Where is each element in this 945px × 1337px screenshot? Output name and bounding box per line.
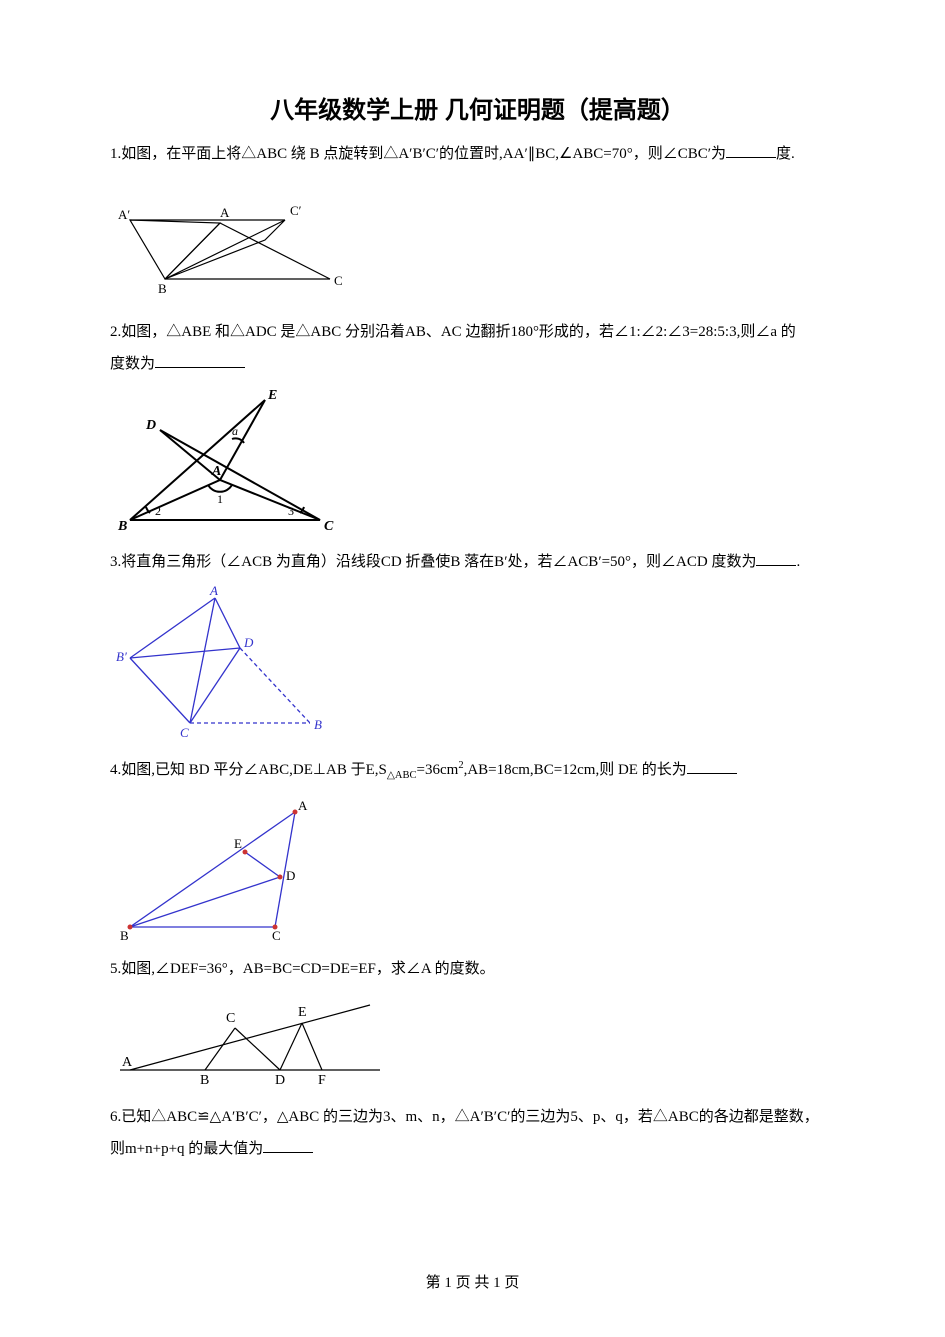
p3-text-pre: 3.将直角三角形（∠ACB 为直角）沿线段CD 折叠使B 落在B′处，若∠ACB… <box>110 554 756 570</box>
p6-text-line2: 则m+n+p+q 的最大值为 <box>110 1141 263 1157</box>
fig5-label-F: F <box>318 1073 326 1088</box>
fig4-label-D: D <box>286 868 295 883</box>
fig1-label-C: C <box>334 273 343 288</box>
p3-text-post: . <box>796 554 800 570</box>
fig4-label-C: C <box>272 928 281 942</box>
p6-text-line1: 6.已知△ABC≌△A′B′C′，△ABC 的三边为3、m、n，△A′B′C′的… <box>110 1109 819 1125</box>
p1-text-post: 度. <box>776 146 795 162</box>
p1-text-pre: 1.如图，在平面上将△ABC 绕 B 点旋转到△A′B′C′的位置时,AA′∥B… <box>110 146 726 162</box>
figure-1: C′ A′ A B C <box>110 175 845 305</box>
problem-4: 4.如图,已知 BD 平分∠ABC,DE⊥AB 于E,S△ABC=36cm2,A… <box>110 755 845 786</box>
problem-1: 1.如图，在平面上将△ABC 绕 B 点旋转到△A′B′C′的位置时,AA′∥B… <box>110 139 845 169</box>
p1-blank <box>726 144 776 159</box>
fig4-label-E: E <box>234 836 242 851</box>
fig2-label-D: D <box>145 418 156 433</box>
fig4-label-A: A <box>298 798 308 813</box>
p5-text: 5.如图,∠DEF=36°，AB=BC=CD=DE=EF，求∠A 的度数。 <box>110 961 495 977</box>
page-footer: 第 1 页 共 1 页 <box>0 1271 945 1292</box>
fig5-label-C: C <box>226 1011 235 1026</box>
fig1-label-Ap: A′ <box>118 207 130 222</box>
fig3-label-D: D <box>243 635 254 650</box>
fig2-label-C: C <box>324 519 334 534</box>
problem-5: 5.如图,∠DEF=36°，AB=BC=CD=DE=EF，求∠A 的度数。 <box>110 954 845 984</box>
fig2-label-A: A <box>211 464 221 479</box>
p6-blank <box>263 1139 313 1154</box>
p2-text-line2: 度数为 <box>110 356 155 372</box>
fig2-label-B: B <box>117 519 127 534</box>
p2-text-line1: 2.如图，△ABE 和△ADC 是△ABC 分别沿着AB、AC 边翻折180°形… <box>110 324 796 340</box>
fig1-label-B: B <box>158 281 167 296</box>
problem-2-line2: 度数为 <box>110 349 845 379</box>
worksheet-page: 八年级数学上册 几何证明题（提高题） 1.如图，在平面上将△ABC 绕 B 点旋… <box>0 0 945 1337</box>
fig5-label-A: A <box>122 1055 133 1070</box>
fig5-label-D: D <box>275 1073 285 1088</box>
p3-blank <box>756 552 796 567</box>
problem-6-line1: 6.已知△ABC≌△A′B′C′，△ABC 的三边为3、m、n，△A′B′C′的… <box>110 1102 845 1132</box>
fig2-label-E: E <box>267 388 277 403</box>
problem-2-line1: 2.如图，△ABE 和△ADC 是△ABC 分别沿着AB、AC 边翻折180°形… <box>110 317 845 347</box>
problem-6-line2: 则m+n+p+q 的最大值为 <box>110 1134 845 1164</box>
p2-blank <box>155 354 245 369</box>
fig2-label-alpha: a <box>232 424 238 438</box>
figure-5: A B C D E F <box>110 990 845 1090</box>
fig2-label-3: 3 <box>288 504 294 518</box>
fig1-label-Cp: C′ <box>290 203 302 218</box>
figure-4: A E D B C <box>110 792 845 942</box>
p4-text-mid2: ,AB=18cm,BC=12cm,则 DE 的长为 <box>464 762 687 778</box>
fig3-label-C: C <box>180 725 189 740</box>
fig2-label-2: 2 <box>155 504 161 518</box>
p4-text-pre: 4.如图,已知 BD 平分∠ABC,DE⊥AB 于E,S <box>110 762 387 778</box>
problem-3: 3.将直角三角形（∠ACB 为直角）沿线段CD 折叠使B 落在B′处，若∠ACB… <box>110 547 845 577</box>
fig3-label-B: B <box>314 717 322 732</box>
p4-blank <box>687 760 737 775</box>
fig3-label-A: A <box>209 583 218 598</box>
fig2-label-1: 1 <box>217 492 223 506</box>
fig5-label-B: B <box>200 1073 209 1088</box>
fig1-label-A: A <box>220 205 230 220</box>
fig5-label-E: E <box>298 1005 307 1020</box>
figure-3: A B′ D C B <box>110 583 845 743</box>
p4-text-mid: =36cm <box>417 762 459 778</box>
figure-2: E D A B C 1 2 3 a <box>110 385 845 535</box>
fig3-label-Bp: B′ <box>116 649 127 664</box>
fig4-label-B: B <box>120 928 129 942</box>
page-title: 八年级数学上册 几何证明题（提高题） <box>110 90 845 125</box>
p4-sub: △ABC <box>387 770 417 781</box>
